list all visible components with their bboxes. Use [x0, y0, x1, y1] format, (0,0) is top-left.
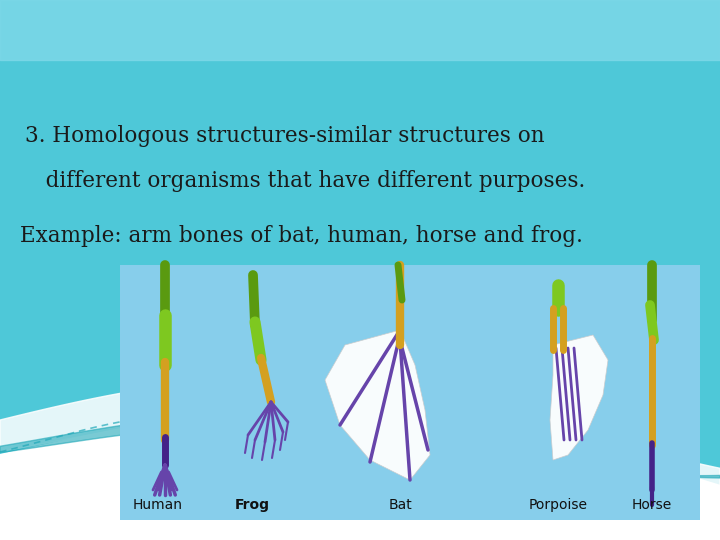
Text: Frog: Frog [235, 498, 269, 512]
Text: Human: Human [133, 498, 183, 512]
Text: 3. Homologous structures-similar structures on: 3. Homologous structures-similar structu… [25, 125, 544, 147]
Polygon shape [325, 330, 430, 480]
Text: Example: arm bones of bat, human, horse and frog.: Example: arm bones of bat, human, horse … [20, 225, 583, 247]
Bar [120, 265, 700, 520]
Text: different organisms that have different purposes.: different organisms that have different … [25, 170, 585, 192]
Polygon shape [550, 335, 608, 460]
Text: Porpoise: Porpoise [528, 498, 588, 512]
Text: Bat: Bat [388, 498, 412, 512]
Text: Horse: Horse [632, 498, 672, 512]
